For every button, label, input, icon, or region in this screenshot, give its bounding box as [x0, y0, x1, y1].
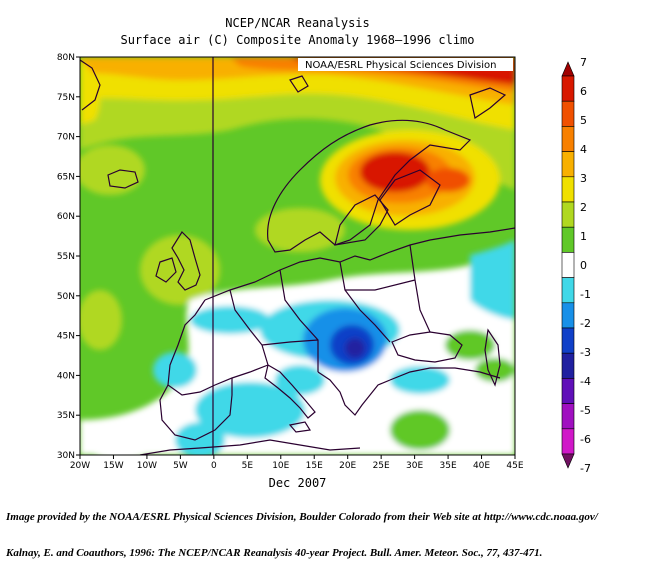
colorbar-segment: [561, 126, 575, 152]
colorbar-label: -5: [580, 404, 591, 417]
longitude-ticks: 20W 15W 10W 5W 0 5E 10E 15E 20E 25E 30E 35E 40E 45E: [70, 455, 524, 471]
lon-tick-label: 15W: [103, 461, 123, 471]
lon-tick-label: 40E: [473, 461, 490, 471]
lat-tick-label: 45N: [57, 332, 75, 342]
colorbar-label: -4: [580, 375, 591, 388]
colorbar-label: 2: [580, 201, 587, 214]
lon-tick-label: 45E: [506, 461, 523, 471]
lon-tick-label: 15E: [306, 461, 323, 471]
watermark-label: NOAA/ESRL Physical Sciences Division: [305, 60, 497, 71]
colorbar-label: 7: [580, 56, 587, 69]
lat-tick-label: 40N: [57, 371, 75, 381]
lon-tick-label: 5W: [173, 461, 188, 471]
lon-tick-label: 10W: [137, 461, 157, 471]
lat-tick-label: 30N: [57, 451, 75, 461]
latitude-ticks: 80N 75N 70N 65N 60N 55N 50N 45N 40N 35N 30N: [57, 53, 80, 461]
colorbar-label: 1: [580, 230, 587, 243]
lat-tick-label: 55N: [57, 252, 75, 262]
colorbar-segment: [561, 352, 575, 379]
lon-tick-label: 20E: [339, 461, 356, 471]
colorbar-label: -2: [580, 317, 591, 330]
colorbar-bottom-arrow: [561, 453, 575, 469]
lon-tick-label: 30E: [406, 461, 423, 471]
lat-tick-label: 65N: [57, 172, 75, 182]
lon-tick-label: 20W: [70, 461, 90, 471]
coastlines: [80, 59, 515, 455]
anomaly-map: NOAA/ESRL Physical Sciences Division 20W…: [57, 53, 591, 475]
colorbar-label: -1: [580, 288, 591, 301]
colorbar-segment: [561, 226, 575, 253]
colorbar-segment: [561, 252, 575, 278]
colorbar-segment: [561, 151, 575, 178]
lat-tick-label: 70N: [57, 133, 75, 143]
colorbar-label: -6: [580, 433, 591, 446]
colorbar-label: -3: [580, 346, 591, 359]
colorbar-top-arrow: [561, 61, 575, 77]
colorbar-segment: [561, 327, 575, 354]
lat-tick-label: 35N: [57, 411, 75, 421]
map-subtitle: Surface air (C) Composite Anomaly 1968–1…: [120, 33, 475, 47]
lat-tick-label: 50N: [57, 292, 75, 302]
colorbar-segment: [561, 428, 575, 455]
colorbar-segment: [561, 75, 575, 102]
colorbar-segment: [561, 100, 575, 127]
colorbar-label: -7: [580, 462, 591, 475]
lat-tick-label: 60N: [57, 212, 75, 222]
colorbar-segment: [561, 277, 575, 304]
colorbar-segment: [561, 378, 575, 404]
lon-tick-label: 25E: [373, 461, 390, 471]
credit-line-1: Image provided by the NOAA/ESRL Physical…: [6, 511, 598, 523]
credit-line-2: Kalnay, E. and Coauthors, 1996: The NCEP…: [6, 547, 543, 559]
colorbar-segment: [561, 403, 575, 430]
period-label: Dec 2007: [268, 476, 327, 490]
map-title: NCEP/NCAR Reanalysis: [225, 16, 370, 30]
lat-tick-label: 80N: [57, 53, 75, 63]
colorbar: 7 6 5 4 3 2 1 0 -1 -2 -3 -4 -5 -6 -7: [561, 56, 591, 475]
lon-tick-label: 10E: [272, 461, 289, 471]
lat-tick-label: 75N: [57, 93, 75, 103]
anomaly-field: [80, 57, 515, 455]
lon-tick-label: 5E: [242, 461, 254, 471]
colorbar-label: 5: [580, 114, 587, 127]
colorbar-label: 6: [580, 85, 587, 98]
colorbar-segment: [561, 176, 575, 203]
colorbar-label: 3: [580, 172, 587, 185]
lon-tick-label: 35E: [440, 461, 457, 471]
colorbar-label: 4: [580, 143, 587, 156]
lon-tick-label: 0: [211, 461, 217, 471]
colorbar-segment: [561, 201, 575, 228]
colorbar-segment: [561, 302, 575, 329]
colorbar-label: 0: [580, 259, 587, 272]
